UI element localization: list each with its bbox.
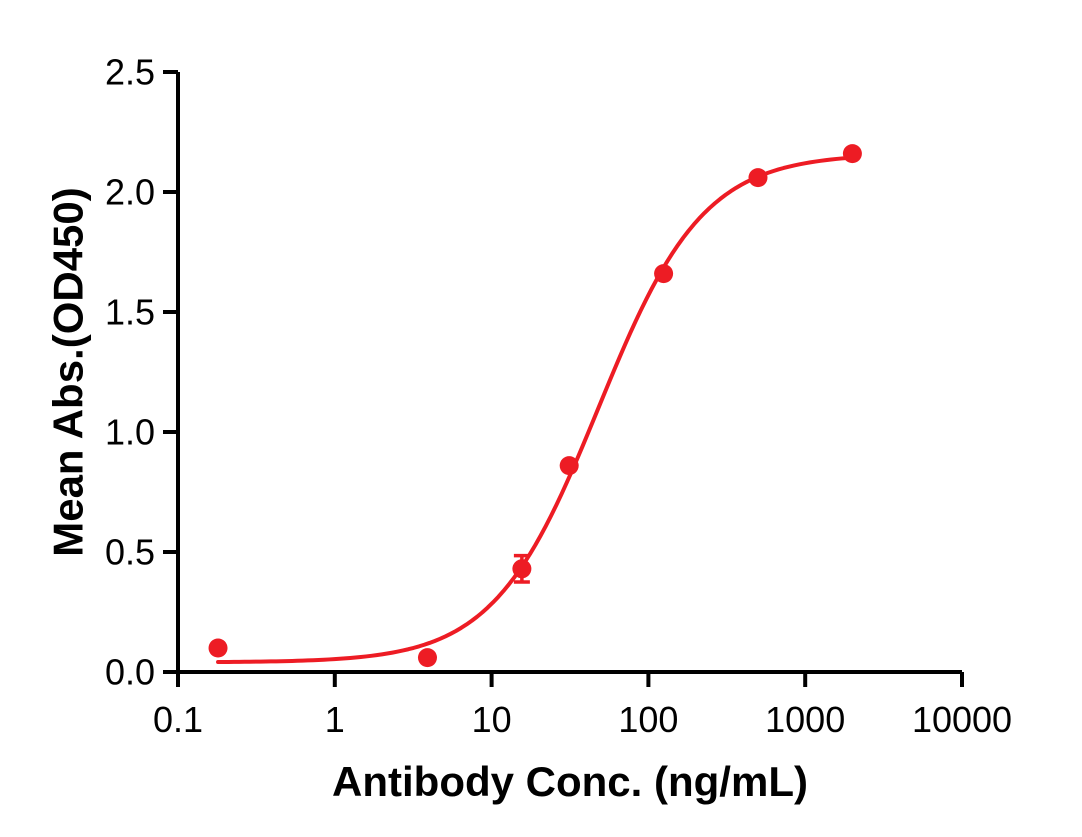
- y-tick-label: 2.0: [105, 172, 155, 213]
- data-point: [748, 168, 768, 188]
- x-tick-label: 10: [472, 699, 512, 740]
- x-axis-title: Antibody Conc. (ng/mL): [332, 758, 808, 805]
- data-point: [654, 264, 674, 284]
- data-point: [417, 648, 437, 668]
- x-tick-label: 0.1: [153, 699, 203, 740]
- y-tick-label: 1.5: [105, 292, 155, 333]
- y-tick-label: 0.5: [105, 532, 155, 573]
- y-tick-label: 1.0: [105, 412, 155, 453]
- data-point: [208, 638, 228, 658]
- x-tick-label: 1: [325, 699, 345, 740]
- y-axis-title: Mean Abs.(OD450): [45, 187, 92, 557]
- chart-plot-area: 0.0 0.5 1.0 1.5 2.0 2.5 0.1 1 10 100 1000 10000: [105, 52, 1012, 741]
- y-tick-label: 2.5: [105, 52, 155, 93]
- x-tick-label: 10000: [912, 699, 1012, 740]
- fit-curve: [216, 155, 855, 665]
- data-point: [559, 456, 579, 476]
- y-tick-label: 0.0: [105, 652, 155, 693]
- data-point: [512, 559, 532, 579]
- x-tick-label: 100: [618, 699, 678, 740]
- x-tick-label: 1000: [765, 699, 845, 740]
- data-point: [842, 144, 862, 164]
